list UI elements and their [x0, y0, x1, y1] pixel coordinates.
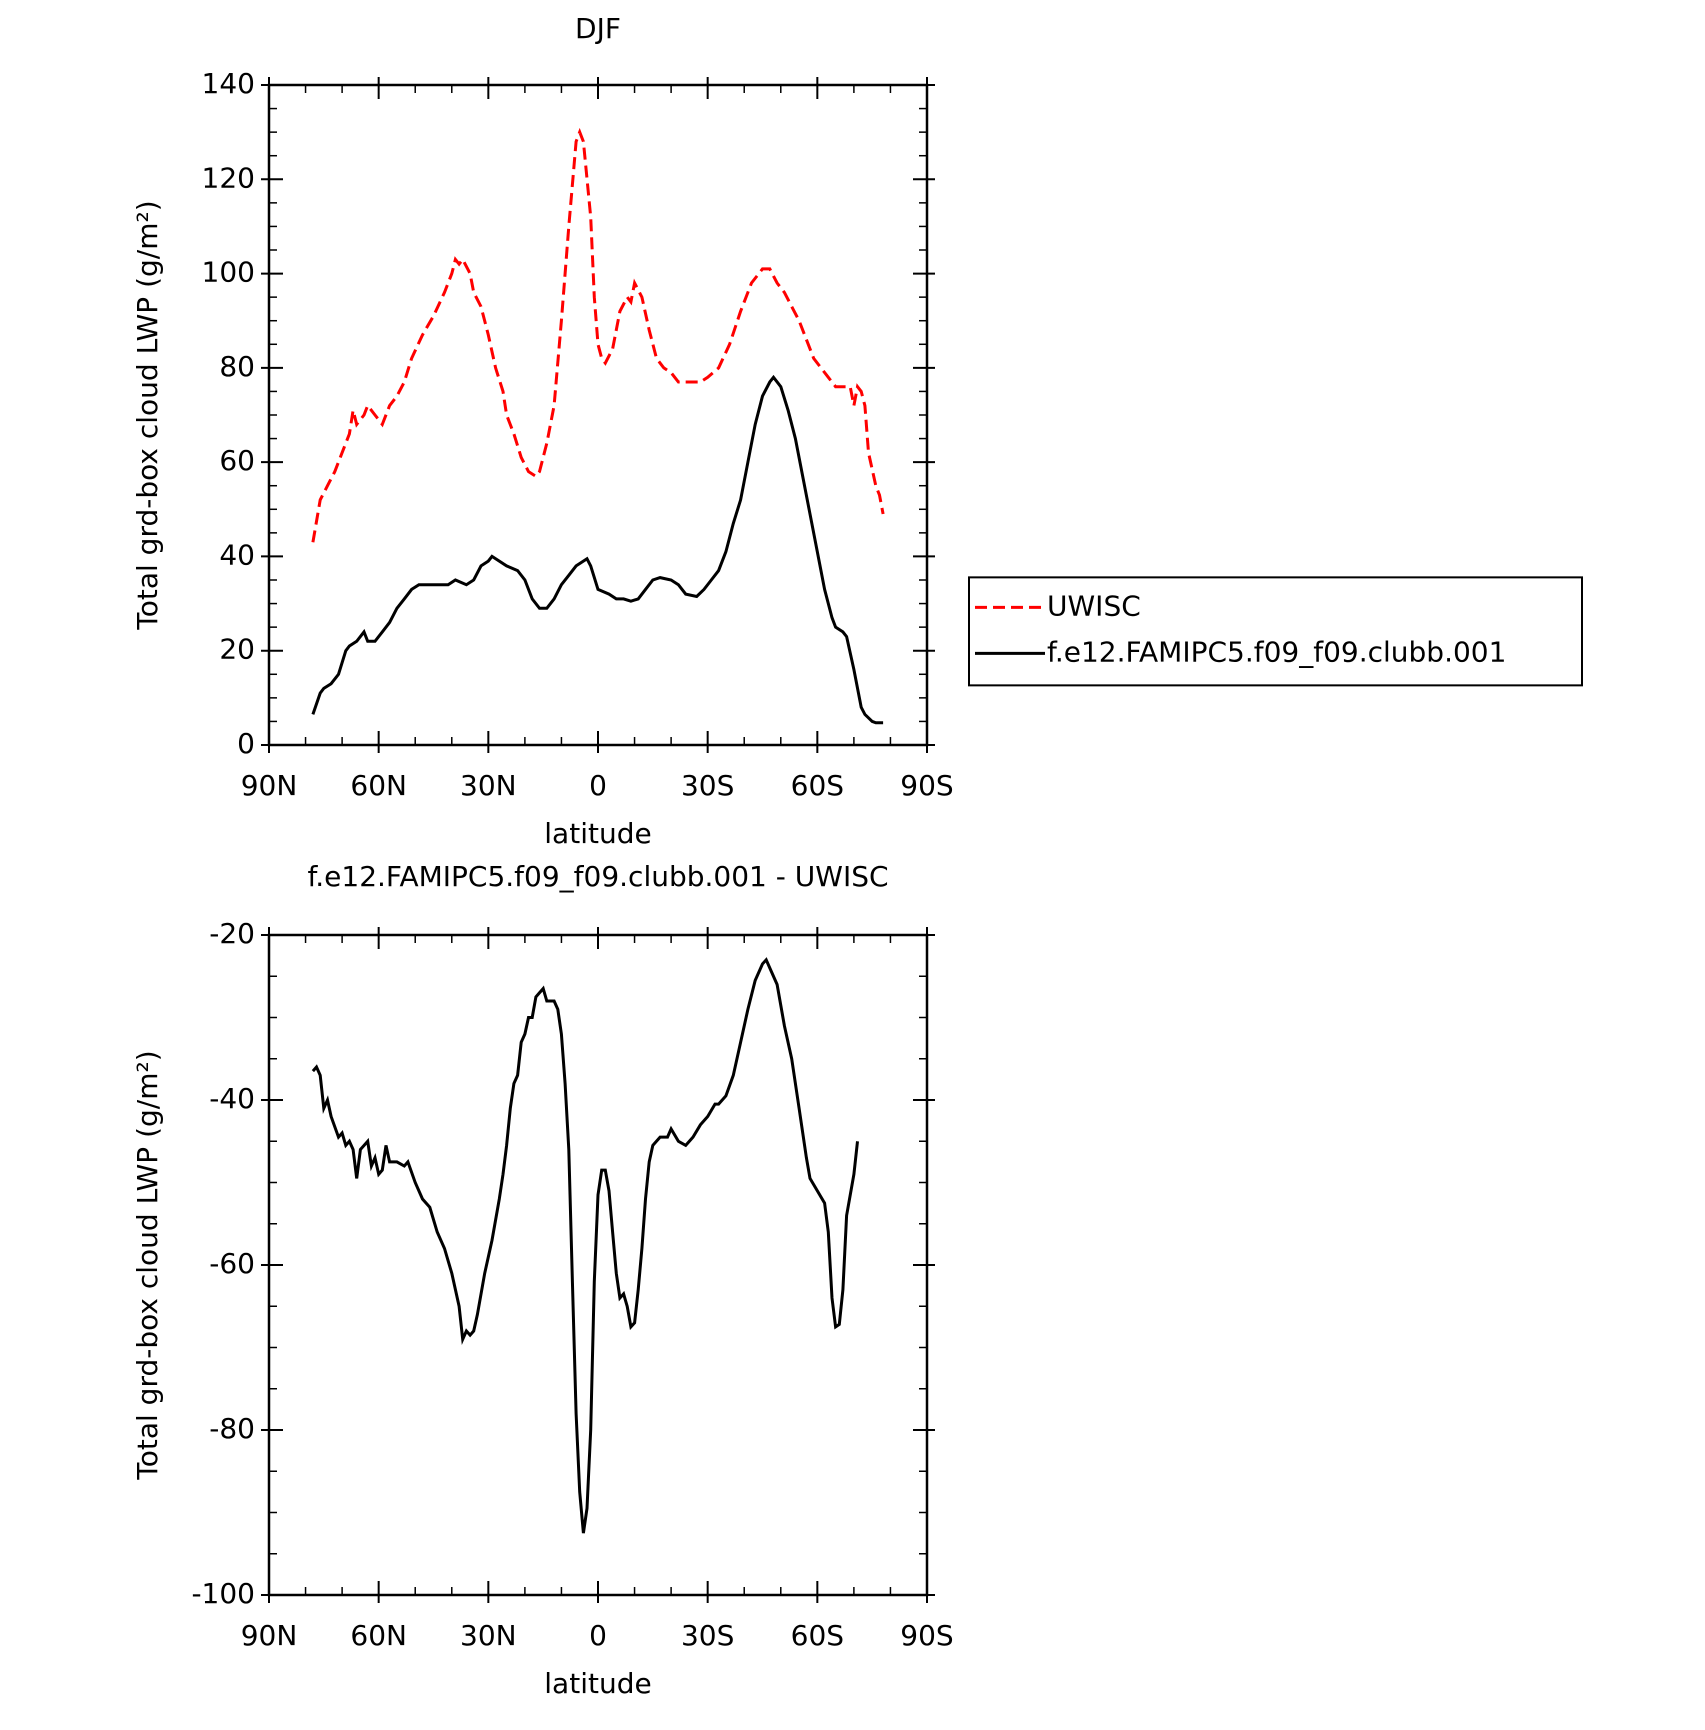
x-tick-label: 60N: [350, 1619, 407, 1652]
x-tick-label: 90S: [900, 1619, 953, 1652]
x-tick-label: 90N: [241, 1619, 298, 1652]
x-axis-label: latitude: [544, 817, 651, 850]
plot-frame: [267, 83, 929, 747]
y-tick-label: -40: [209, 1082, 255, 1115]
data-line: [311, 374, 884, 725]
y-tick-label: -60: [209, 1247, 255, 1280]
x-tick-label: 60N: [350, 769, 407, 802]
legend: UWISC f.e12.FAMIPC5.f09_f09.clubb.001: [968, 576, 1583, 687]
x-tick-label: 90S: [900, 769, 953, 802]
x-tick-label: 30N: [460, 769, 517, 802]
x-tick-label: 0: [589, 1619, 607, 1652]
y-tick-label: 120: [202, 161, 255, 194]
plot-frame: [267, 933, 929, 1597]
x-axis-label: latitude: [544, 1667, 651, 1700]
y-tick-label: 60: [219, 444, 255, 477]
x-tick-label: 30N: [460, 1619, 517, 1652]
y-axis-label: Total grd-box cloud LWP (g/m²): [131, 1050, 164, 1480]
panel: f.e12.FAMIPC5.f09_f09.clubb.001 - UWISC l…: [131, 860, 954, 1700]
x-tick-label: 60S: [791, 1619, 844, 1652]
y-tick-label: 40: [219, 538, 255, 571]
x-tick-label: 90N: [241, 769, 298, 802]
x-tick-label: 30S: [681, 769, 734, 802]
y-axis-label: Total grd-box cloud LWP (g/m²): [131, 200, 164, 630]
x-tick-label: 0: [589, 769, 607, 802]
legend-label: UWISC: [1047, 589, 1141, 622]
data-line: [311, 127, 885, 543]
y-tick-label: 100: [202, 256, 255, 289]
y-tick-label: -100: [191, 1577, 255, 1610]
chart-title: DJF: [575, 12, 621, 45]
legend-label: f.e12.FAMIPC5.f09_f09.clubb.001: [1047, 635, 1506, 668]
y-tick-label: -80: [209, 1412, 255, 1445]
y-tick-label: 0: [237, 727, 255, 760]
y-tick-label: 140: [202, 67, 255, 100]
panel: DJF latitude Total grd-box cloud LWP (g/m²…: [131, 12, 1583, 850]
x-tick-label: 30S: [681, 1619, 734, 1652]
data-line: [311, 957, 859, 1534]
y-tick-label: -20: [209, 917, 255, 950]
y-tick-label: 80: [219, 350, 255, 383]
legend-box: [968, 576, 1583, 687]
x-tick-label: 60S: [791, 769, 844, 802]
chart-title: f.e12.FAMIPC5.f09_f09.clubb.001 - UWISC: [307, 860, 888, 893]
y-tick-label: 20: [219, 633, 255, 666]
